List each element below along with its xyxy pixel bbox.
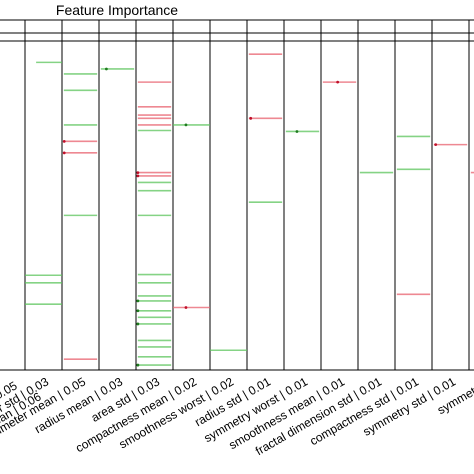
panel-strip <box>357 19 396 34</box>
panel-strip <box>431 19 470 34</box>
panel-frame <box>357 40 396 371</box>
panel-strip-sub <box>431 32 470 42</box>
panel-strip-sub <box>283 32 322 42</box>
panel-strip <box>209 19 248 34</box>
panel-strip-sub <box>320 32 359 42</box>
panel-frame <box>246 40 285 371</box>
panel-frame <box>283 40 322 371</box>
panel-strip-sub <box>0 32 26 42</box>
panel-strip-sub <box>24 32 63 42</box>
chart-title: Feature Importance <box>56 2 178 18</box>
panel-frame <box>468 40 474 371</box>
interval-center-point <box>105 67 108 71</box>
panel-frame <box>172 40 211 371</box>
panel-strip-sub <box>357 32 396 42</box>
panel-frame <box>209 40 248 371</box>
panel-frame <box>98 40 137 371</box>
panel-strip <box>283 19 322 34</box>
panel-group <box>0 19 474 371</box>
panel-strip <box>320 19 359 34</box>
panel-frame <box>135 40 174 371</box>
interval-center-point <box>136 299 140 303</box>
interval-center-point <box>336 80 340 84</box>
interval-marks <box>25 53 474 367</box>
panel-frame <box>320 40 359 371</box>
panel-strip <box>0 19 26 34</box>
interval-center-point <box>136 171 140 175</box>
interval-center-point <box>184 306 188 309</box>
interval-center-point <box>184 123 188 127</box>
panel-frame <box>394 40 433 371</box>
panel-strip-sub <box>135 32 174 42</box>
panel-strip-sub <box>61 32 100 42</box>
panel-strip-sub <box>468 32 474 42</box>
panel-frame <box>0 40 26 371</box>
panel-strip <box>135 19 174 34</box>
panel-strip <box>98 19 137 34</box>
interval-center-point <box>62 151 66 155</box>
panel-strip <box>24 19 63 34</box>
panel-strip <box>246 19 285 34</box>
panel-strip <box>172 19 211 34</box>
interval-center-point <box>136 174 140 178</box>
interval-center-point <box>136 309 140 313</box>
panel-frame <box>431 40 470 371</box>
panel-strip-sub <box>394 32 433 42</box>
panel-strip-sub <box>172 32 211 42</box>
panel-strip <box>468 19 474 34</box>
interval-center-point <box>136 363 140 367</box>
panel-strip-sub <box>98 32 137 42</box>
interval-center-point <box>249 116 253 120</box>
interval-center-point <box>434 143 438 147</box>
panel-frame <box>24 40 63 371</box>
interval-center-point <box>295 130 299 133</box>
interval-center-point <box>62 139 66 143</box>
interval-center-point <box>136 322 140 326</box>
panel-strip-sub <box>246 32 285 42</box>
panel-strip <box>394 19 433 34</box>
panel-strip-sub <box>209 32 248 42</box>
panel-strip <box>61 19 100 34</box>
